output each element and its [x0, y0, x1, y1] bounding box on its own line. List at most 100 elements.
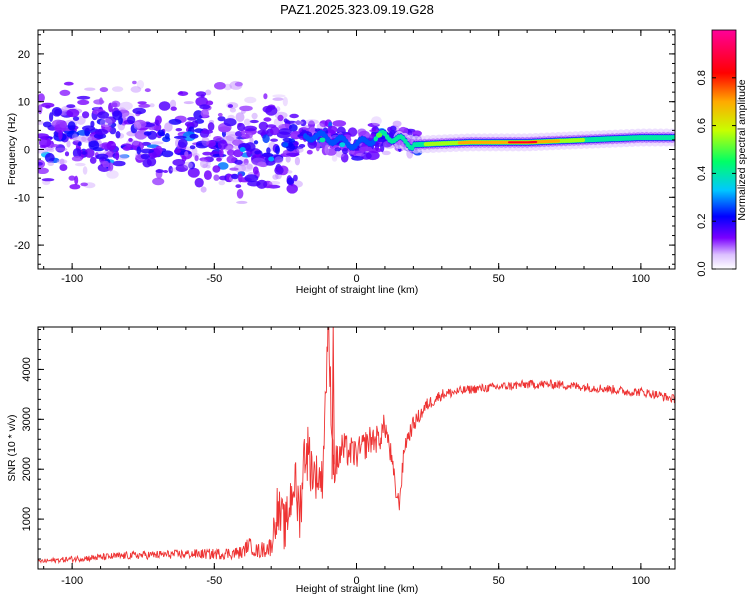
spectral-blob: [194, 177, 204, 188]
spectral-blob: [72, 136, 87, 143]
x-tick-label: 100: [632, 273, 650, 285]
y-tick-label: 2000: [21, 457, 33, 481]
ridge-core: [671, 135, 675, 141]
spectral-blob: [212, 165, 221, 173]
spectral-blob: [229, 107, 236, 113]
spectral-blob: [67, 121, 76, 131]
spectral-blob: [217, 112, 223, 117]
y-tick-label: 1000: [21, 507, 33, 531]
spectral-blob: [44, 152, 55, 163]
spectral-blob: [205, 165, 211, 169]
spectral-blob: [239, 156, 245, 162]
colorbar-frame: [711, 29, 737, 270]
spectral-blob: [184, 121, 194, 127]
spectral-blob: [277, 114, 284, 122]
spectral-blob: [274, 166, 284, 175]
ridge-core: [580, 137, 586, 143]
spectral-blob: [99, 87, 109, 93]
spectral-blob: [96, 118, 106, 125]
y-tick-label: 10: [18, 97, 30, 109]
spectral-blob: [229, 167, 239, 171]
spectral-blob: [38, 133, 49, 139]
spectral-blob: [276, 131, 291, 139]
spectral-blob: [97, 111, 110, 119]
colorbar-gradient: [712, 30, 736, 269]
spectral-blob: [324, 144, 330, 155]
spectral-blob: [84, 148, 95, 158]
spectral-blob: [82, 166, 88, 175]
spectral-blob: [263, 93, 268, 100]
spectral-blob: [56, 159, 68, 165]
y-tick-label: -20: [14, 240, 30, 252]
spectral-blob: [191, 146, 198, 157]
colorbar-ticks: 0.0 0.2 0.4 0.6 0.8: [696, 70, 736, 277]
x-tick-label: -100: [61, 575, 83, 587]
spectral-blob: [302, 129, 307, 133]
spectral-blob: [243, 118, 251, 126]
spectral-blob: [367, 122, 380, 128]
spectral-blob: [214, 82, 226, 90]
spectral-blob: [187, 117, 197, 121]
spectral-blob: [269, 126, 280, 136]
spectral-blob: [146, 157, 157, 167]
spectral-blob: [375, 138, 388, 143]
spectral-blob: [41, 178, 55, 182]
spectral-blob: [196, 140, 210, 147]
colorbar-tick-label: 0.8: [696, 70, 708, 85]
spectral-blob: [286, 152, 300, 157]
spectral-blob: [64, 151, 70, 157]
spectral-blob: [177, 138, 188, 148]
spectral-blob: [243, 158, 249, 166]
colorbar-tick-label: 0.4: [696, 166, 708, 181]
spectral-blob: [126, 115, 136, 125]
spectral-blob: [286, 177, 295, 185]
snr-x-label: Height of straight line (km): [296, 583, 419, 595]
spectrogram-heatmap: [38, 80, 675, 204]
spectral-blob: [254, 150, 261, 155]
spectral-blob: [272, 174, 279, 180]
spectral-blob: [74, 175, 79, 185]
spectral-blob: [227, 149, 235, 156]
spectral-peak: [239, 147, 246, 152]
spectral-blob: [175, 128, 183, 132]
spectral-blob: [234, 159, 243, 165]
spectral-blob: [144, 88, 151, 93]
spectral-blob: [115, 131, 121, 139]
spectral-blob: [225, 134, 238, 142]
spectral-blob: [266, 147, 271, 155]
spectral-blob: [77, 141, 82, 147]
spectral-blob: [300, 119, 307, 127]
spectral-blob: [38, 120, 44, 125]
spectral-blob: [140, 153, 150, 160]
spectral-blob: [136, 146, 142, 155]
spectral-blob: [200, 94, 205, 98]
spectral-blob: [175, 164, 189, 172]
spectral-blob: [340, 152, 349, 163]
spectral-blob: [47, 160, 55, 166]
spectrogram-x-label: Height of straight line (km): [296, 284, 419, 296]
ridge-core: [555, 139, 560, 143]
spectral-blob: [205, 89, 212, 96]
x-tick-label: 0: [353, 273, 359, 285]
spectral-blob: [251, 112, 258, 120]
spectral-peak: [339, 142, 346, 148]
spectral-blob: [217, 139, 228, 150]
spectral-blob: [38, 104, 43, 115]
spectral-blob: [68, 175, 76, 181]
spectral-blob: [305, 119, 319, 125]
spectral-blob: [290, 134, 298, 138]
spectral-blob: [235, 112, 245, 122]
spectral-blob: [257, 129, 269, 135]
spectral-blob: [119, 101, 133, 111]
spectral-blob: [217, 162, 229, 170]
spectral-blob: [55, 147, 68, 152]
ridge-core: [532, 140, 538, 144]
spectral-blob: [106, 170, 119, 179]
spectral-blob: [137, 101, 147, 105]
snr-peak-spike: [331, 327, 335, 480]
spectral-blob: [132, 141, 144, 151]
spectral-blob: [75, 162, 86, 167]
spectral-blob: [158, 101, 171, 111]
spectral-blob: [66, 108, 80, 118]
